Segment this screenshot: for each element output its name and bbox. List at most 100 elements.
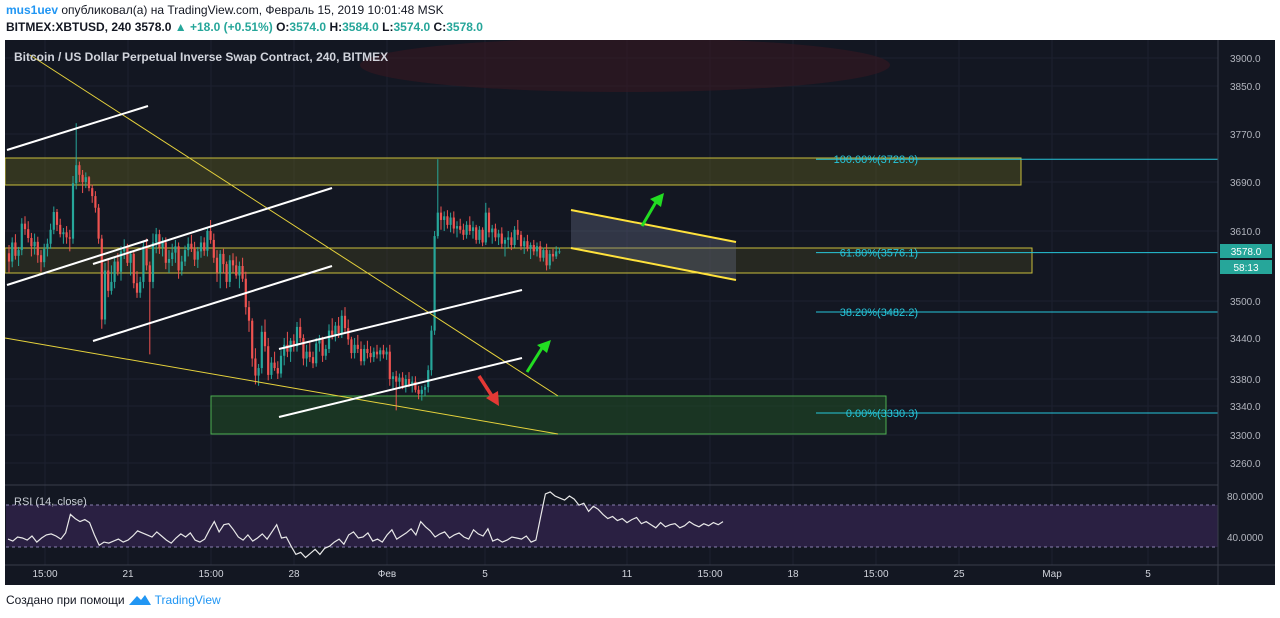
candle	[558, 247, 561, 254]
candle	[292, 334, 295, 352]
candle	[311, 351, 315, 369]
candle	[497, 229, 500, 245]
candle	[299, 318, 302, 343]
x-tick-label: Фев	[378, 569, 396, 580]
candle	[164, 237, 167, 270]
candle	[526, 234, 529, 252]
candle	[430, 325, 433, 376]
candle	[551, 248, 555, 262]
candle	[369, 346, 372, 363]
candle	[110, 265, 113, 295]
candle	[388, 344, 391, 386]
candle	[183, 245, 187, 266]
symbol-ohlc: BITMEX:XBTUSD, 240 3578.0 ▲ +18.0 (+0.51…	[6, 20, 483, 34]
candle	[30, 232, 33, 257]
x-tick-label: 15:00	[32, 569, 57, 580]
author-link[interactable]: mus1uev	[6, 3, 59, 17]
candle	[433, 231, 436, 335]
candle	[14, 234, 17, 260]
rsi-pane: RSI (14, close)	[6, 491, 1218, 559]
candle	[225, 261, 228, 289]
candle	[145, 238, 148, 271]
x-tick-label: 15:00	[863, 569, 888, 580]
countdown-label: 58:13	[1233, 263, 1258, 274]
candle	[55, 208, 59, 231]
arrows	[477, 193, 664, 406]
channel-line-4	[92, 265, 333, 342]
candle	[542, 247, 545, 262]
candle	[33, 233, 36, 255]
support-zone	[210, 395, 887, 435]
candle	[283, 338, 286, 366]
candle	[52, 206, 55, 235]
candle	[436, 159, 439, 239]
y-tick-label: 3300.0	[1230, 431, 1261, 442]
candle	[27, 221, 30, 243]
candle	[84, 172, 87, 189]
candle	[228, 255, 231, 287]
candle	[420, 385, 423, 401]
candle	[39, 250, 43, 272]
chart-background	[5, 40, 1275, 585]
candle	[71, 176, 75, 244]
x-tick-label: Мар	[1042, 569, 1062, 580]
price-label-bg	[1220, 244, 1272, 258]
candle	[103, 262, 107, 325]
candle	[193, 241, 196, 266]
y-tick-label: 3610.0	[1230, 227, 1261, 238]
x-tick-label: 15:00	[697, 569, 722, 580]
candle	[59, 218, 62, 238]
low-label: L:	[382, 20, 394, 34]
y-tick-label: 3690.0	[1230, 178, 1261, 189]
candle	[65, 226, 68, 244]
candle	[535, 242, 539, 257]
candle	[132, 251, 135, 289]
rsi-label: RSI (14, close)	[14, 496, 87, 508]
resistance-zone	[5, 157, 1022, 186]
x-tick-label: 25	[953, 569, 965, 580]
candle	[209, 219, 212, 244]
candle	[375, 344, 379, 359]
candle	[107, 259, 110, 298]
countdown-bg	[1220, 260, 1272, 274]
channel-line-2	[6, 239, 149, 286]
candle	[343, 307, 347, 334]
y-tick-label: 3380.0	[1230, 375, 1261, 386]
price-chart[interactable]: RSI (14, close) 100.00%(3728.0) 61.80%(35…	[5, 40, 1275, 585]
candle	[519, 231, 523, 251]
candle	[212, 233, 215, 263]
candle	[129, 250, 132, 276]
candle	[180, 255, 183, 276]
candle	[395, 370, 398, 411]
candle	[363, 344, 366, 366]
close-label: C:	[433, 20, 447, 34]
low-value: 3574.0	[393, 20, 431, 34]
high-label: H:	[329, 20, 343, 34]
flag-line-lower	[570, 247, 737, 281]
candle	[174, 239, 177, 263]
channel-line-6	[278, 357, 523, 418]
channel-line-5	[278, 289, 523, 350]
candle	[452, 211, 455, 234]
candle	[324, 344, 327, 360]
candle	[241, 257, 244, 282]
tradingview-link[interactable]: TradingView	[154, 593, 221, 607]
candle	[427, 365, 430, 393]
candle	[321, 336, 324, 362]
candle	[123, 239, 126, 259]
candle	[91, 184, 94, 203]
candle	[459, 218, 462, 234]
candle	[62, 227, 65, 244]
y-tick-label: 3850.0	[1230, 82, 1261, 93]
candle	[423, 384, 427, 397]
candle	[481, 227, 484, 247]
gridlines	[5, 40, 1218, 565]
candle	[353, 338, 356, 359]
candle	[94, 191, 97, 213]
candle	[49, 223, 52, 249]
published-text: опубликовал(а) на TradingView.com, Февра…	[61, 3, 444, 17]
candle	[279, 350, 283, 378]
candle	[199, 236, 203, 258]
flag-line-upper	[570, 209, 737, 243]
footer: Создано при помощи TradingView	[6, 593, 221, 607]
